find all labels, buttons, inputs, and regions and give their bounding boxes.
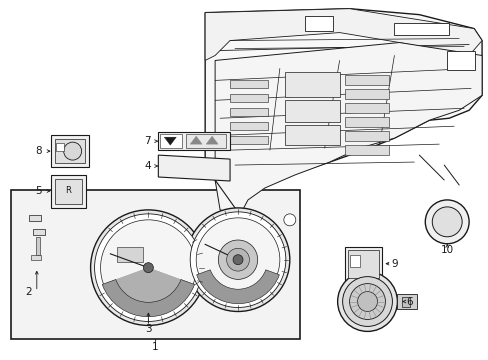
Circle shape [196,218,279,302]
Circle shape [233,255,243,265]
Bar [285,125,339,145]
Wedge shape [105,268,191,314]
Bar [229,122,267,130]
Text: 4: 4 [144,161,150,171]
Bar [344,131,388,141]
Bar [349,255,359,267]
Bar [344,145,388,155]
Text: 2: 2 [25,287,32,297]
Bar [229,136,267,144]
Wedge shape [196,270,279,304]
Bar [31,255,41,260]
Circle shape [337,272,397,332]
Polygon shape [164,137,176,145]
Bar [344,89,388,99]
Bar [36,237,40,255]
Bar [56,143,63,151]
Bar [55,139,84,163]
Wedge shape [109,268,187,309]
Bar [344,247,382,280]
Bar [29,215,41,221]
Circle shape [425,200,468,244]
Bar [51,135,88,167]
Bar [344,103,388,113]
Bar [160,134,182,148]
Circle shape [349,284,385,319]
Circle shape [218,240,257,279]
Text: 8: 8 [36,146,42,156]
Polygon shape [205,9,481,60]
Bar [229,94,267,102]
Circle shape [226,248,249,271]
Text: 5: 5 [36,186,42,196]
Circle shape [143,263,153,273]
Circle shape [283,214,295,226]
Bar [229,108,267,116]
Polygon shape [205,9,481,218]
Text: 6: 6 [405,297,412,306]
Bar [285,100,339,122]
Text: R: R [64,186,70,195]
Bar [344,117,388,127]
Polygon shape [190,136,202,144]
Bar [158,132,229,150]
Polygon shape [206,136,218,144]
Bar [304,15,332,31]
Bar [51,175,85,208]
Bar [402,297,409,306]
Wedge shape [115,268,182,303]
Bar [33,229,45,235]
Bar [229,80,267,88]
Bar [55,179,81,204]
Bar [11,190,299,339]
Circle shape [63,142,81,160]
Circle shape [431,207,461,237]
Bar [116,247,142,262]
Text: 7: 7 [144,136,150,146]
Circle shape [101,220,196,315]
Text: 10: 10 [440,245,453,255]
Text: 3: 3 [145,324,151,334]
Polygon shape [215,42,481,215]
Bar [285,72,339,97]
Bar [186,134,225,148]
Circle shape [190,212,285,307]
Bar [447,50,474,71]
Bar [397,293,416,310]
Bar [394,23,448,35]
Wedge shape [102,279,194,317]
Circle shape [90,210,206,325]
Circle shape [342,276,392,327]
Circle shape [186,208,289,311]
Polygon shape [158,155,229,181]
Text: 1: 1 [152,342,158,352]
Bar [347,250,379,278]
Circle shape [357,292,377,311]
Circle shape [94,214,202,321]
Text: 9: 9 [390,259,397,269]
Bar [344,75,388,85]
